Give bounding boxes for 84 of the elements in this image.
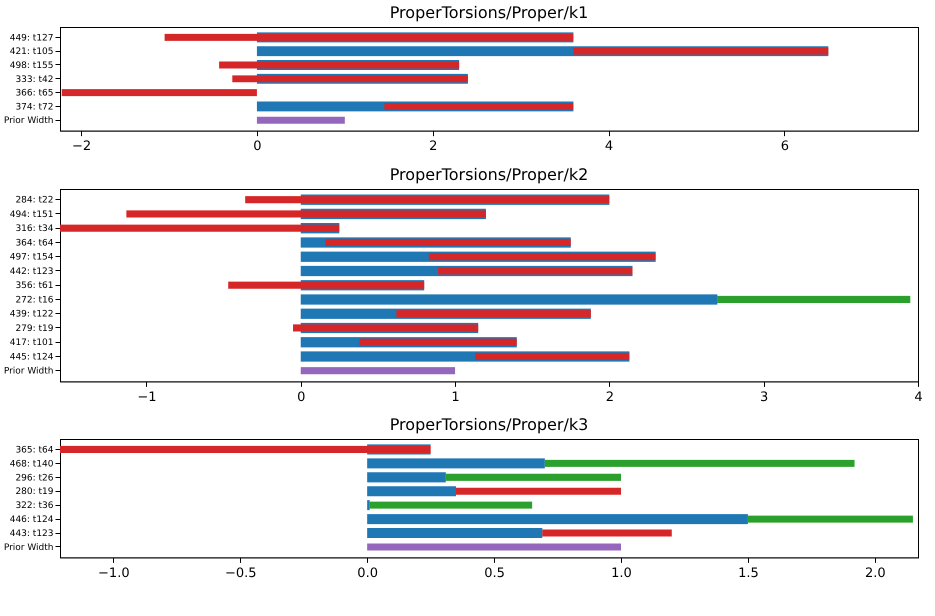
y-tick-label: 333: t42 xyxy=(15,74,54,85)
x-tick-label: 2 xyxy=(606,390,614,405)
x-tick-label: 1.5 xyxy=(738,566,759,581)
bar xyxy=(367,500,370,510)
x-tick-label: 4 xyxy=(604,139,614,154)
y-tick-label: Prior Width xyxy=(4,116,54,126)
bar xyxy=(384,102,574,110)
x-tick-label: 1 xyxy=(451,390,460,405)
y-tick-label: 272: t16 xyxy=(15,295,54,306)
y-tick-label: 421: t105 xyxy=(10,47,54,58)
y-tick-label: 364: t64 xyxy=(15,238,54,248)
bar xyxy=(219,62,460,68)
x-tick-label: 0 xyxy=(253,139,262,154)
bar xyxy=(438,267,633,275)
chart-title: ProperTorsions/Proper/k3 xyxy=(390,415,588,434)
y-tick-label: 445: t124 xyxy=(10,352,54,362)
bar xyxy=(245,196,610,204)
bar xyxy=(359,338,517,346)
bar xyxy=(228,282,424,289)
y-tick-label: 498: t155 xyxy=(10,60,54,71)
y-tick-label: 417: t101 xyxy=(10,338,54,348)
bar xyxy=(367,472,446,482)
bar xyxy=(367,486,456,496)
bar xyxy=(293,324,478,332)
y-tick-label: 279: t19 xyxy=(15,324,54,334)
y-tick-label: 449: t127 xyxy=(10,33,54,44)
y-tick-label: 284: t22 xyxy=(15,196,54,206)
bar xyxy=(164,34,574,41)
x-tick-label: 1.0 xyxy=(611,566,632,581)
chart-title: ProperTorsions/Proper/k1 xyxy=(390,3,588,22)
bar xyxy=(126,210,486,218)
bar xyxy=(367,458,545,468)
bar xyxy=(60,224,340,232)
y-tick-label: 446: t124 xyxy=(10,515,54,526)
bar xyxy=(573,48,828,55)
y-tick-label: 296: t26 xyxy=(15,473,54,484)
y-tick-label: 494: t151 xyxy=(10,210,54,220)
y-tick-label: 322: t36 xyxy=(15,501,54,512)
bar xyxy=(428,253,656,260)
x-tick-label: 2 xyxy=(429,139,438,154)
bar xyxy=(60,446,431,453)
y-tick-label: 366: t65 xyxy=(15,88,54,99)
bar xyxy=(544,460,855,467)
bar xyxy=(367,514,748,524)
bar xyxy=(300,294,718,305)
y-tick-label: 356: t61 xyxy=(15,281,54,292)
y-tick-label: 439: t122 xyxy=(10,310,54,320)
y-tick-label: 468: t140 xyxy=(10,459,54,470)
bar xyxy=(367,528,542,538)
bar xyxy=(396,310,591,318)
bar xyxy=(232,75,468,82)
bar xyxy=(748,516,913,523)
bar xyxy=(475,352,630,360)
y-tick-label: 442: t123 xyxy=(10,266,54,277)
x-tick-label: 3 xyxy=(760,390,768,405)
x-tick-label: −2 xyxy=(72,139,92,154)
bar xyxy=(456,488,621,495)
x-tick-label: 6 xyxy=(780,139,790,154)
x-tick-label: 0.0 xyxy=(357,566,378,581)
y-tick-label: 316: t34 xyxy=(15,224,54,234)
y-tick-label: 280: t19 xyxy=(15,487,54,498)
y-tick-label: 365: t64 xyxy=(15,445,54,456)
bar xyxy=(542,530,672,537)
x-tick-label: 0.5 xyxy=(484,566,505,581)
y-tick-label: 497: t154 xyxy=(10,252,54,263)
bar xyxy=(256,116,345,124)
bar xyxy=(300,367,456,374)
bar xyxy=(446,474,621,481)
bar xyxy=(62,89,257,96)
bar xyxy=(325,238,571,246)
x-tick-label: 2.0 xyxy=(865,566,886,581)
y-tick-label: Prior Width xyxy=(4,366,54,377)
chart-title: ProperTorsions/Proper/k2 xyxy=(390,165,588,184)
y-tick-label: 443: t123 xyxy=(10,529,54,540)
x-tick-label: −0.5 xyxy=(224,566,257,581)
y-tick-label: 374: t72 xyxy=(15,102,54,112)
y-tick-label: Prior Width xyxy=(4,542,54,553)
bar xyxy=(370,502,532,509)
x-tick-label: −1 xyxy=(137,390,157,405)
bar xyxy=(367,543,621,550)
bar xyxy=(717,296,910,304)
x-tick-label: 4 xyxy=(914,390,923,405)
x-tick-label: 0 xyxy=(297,390,306,405)
x-tick-label: −1.0 xyxy=(98,566,130,581)
